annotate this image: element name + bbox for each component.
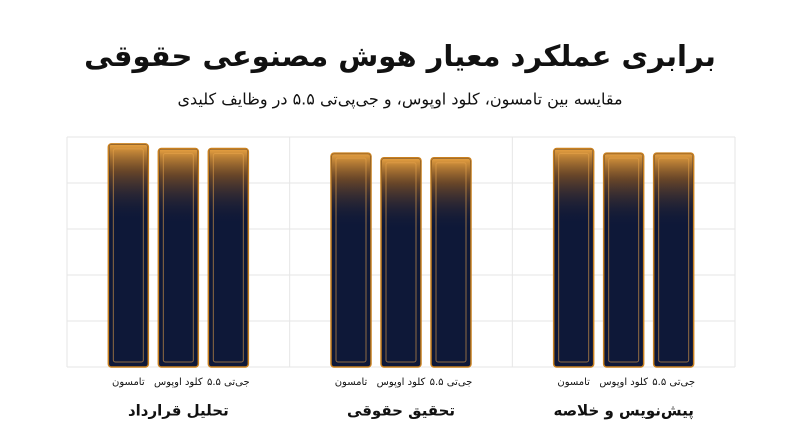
bar-inner-outline [335,157,367,363]
bar-inner-outline [558,153,590,363]
chart-subtitle: مقایسه بین تامسون، کلود اوپوس، و جی‌پی‌ت… [177,90,622,110]
series-label: تامسون [557,377,590,388]
series-label: جی‌تی ۵.۵ [652,377,695,388]
bar-glow [654,154,693,366]
series-label: تامسون [112,377,145,388]
bar-glow [554,149,593,366]
bar-inner-outline [112,148,144,363]
bar-inner-outline [385,162,417,363]
bar-inner-outline [608,157,640,363]
series-label: کلود اوپوس [599,377,648,388]
series-label: جی‌تی ۵.۵ [207,377,250,388]
bar-glow [109,144,148,366]
series-label: جی‌تی ۵.۵ [430,377,473,388]
bar-glow [432,158,470,366]
x-tick-label: تحلیل قرارداد [128,402,229,420]
bar-glow [382,158,420,366]
bar-inner-outline [658,157,690,363]
bar-glow [159,149,198,366]
x-tick-label: تحقیق حقوقی [347,402,455,420]
series-label: کلود اوپوس [154,377,203,388]
bar-inner-outline [162,153,194,363]
bar-glow [604,154,643,366]
bar-glow [209,149,248,366]
chart-title: برابری عملکرد معیار هوش مصنوعی حقوقی [84,39,716,73]
series-label: تامسون [335,377,368,388]
bar-inner-outline [212,153,244,363]
bar-glow [332,154,370,366]
series-label: کلود اوپوس [377,377,426,388]
x-tick-label: پیش‌نویس و خلاصه [553,402,693,421]
bar-inner-outline [435,162,467,363]
